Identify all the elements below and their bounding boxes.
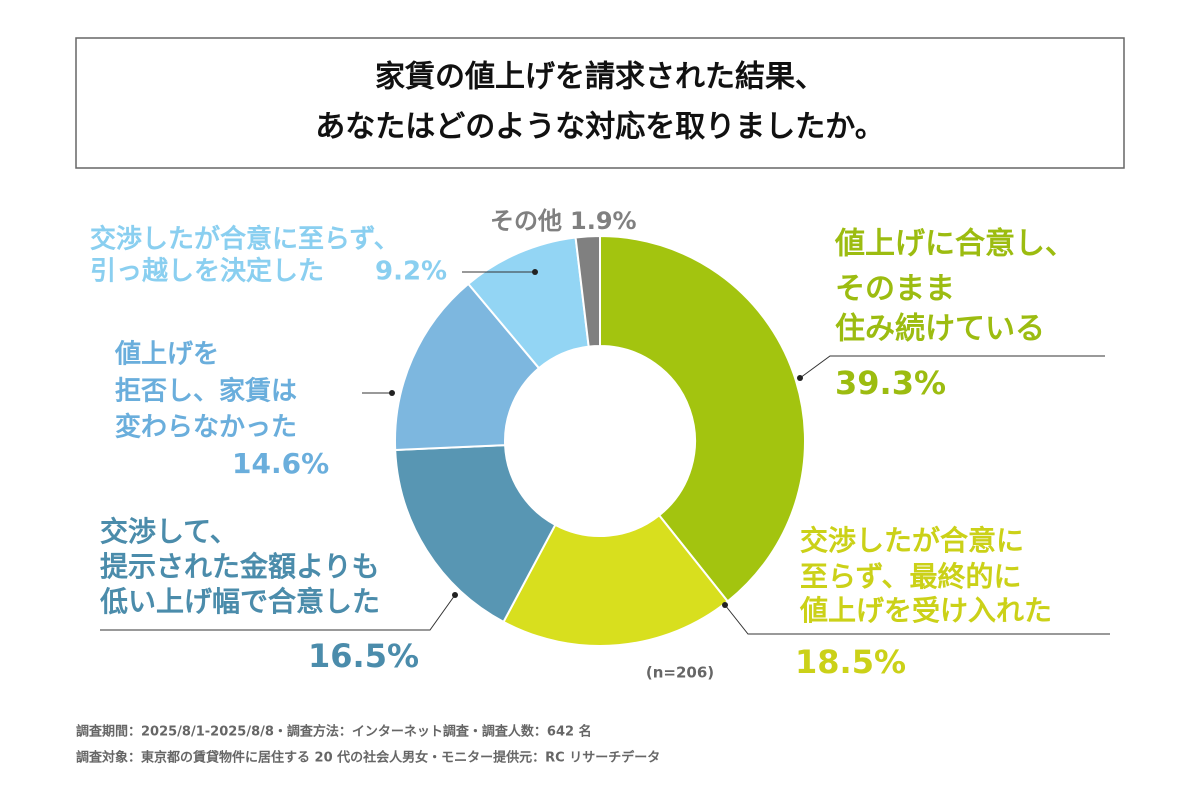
slice-label: 値上げに合意し、 bbox=[834, 227, 1075, 262]
slice-label: 住み続けている bbox=[835, 312, 1045, 347]
slice-label: 低い上げ幅で合意した bbox=[99, 585, 380, 618]
chart-title: 家賃の値上げを請求された結果、 bbox=[375, 60, 825, 95]
slice-label: 交渉したが合意に bbox=[800, 524, 1024, 557]
slice bbox=[574, 234, 601, 348]
slice bbox=[394, 444, 557, 624]
leader-line bbox=[799, 355, 1105, 379]
slice-label: 拒否し、家賃は bbox=[115, 376, 297, 407]
footnote: 調査対象：東京都の賃貸物件に居住する 20 代の社会人男女・モニター提供元：RC… bbox=[76, 750, 660, 766]
slice bbox=[599, 234, 806, 603]
value-label: 9.2% bbox=[375, 257, 447, 287]
footnote: 調査期間：2025/8/1-2025/8/8・調査方法：インターネット調査・調査… bbox=[76, 724, 592, 740]
value-label: 1.9% bbox=[570, 207, 637, 235]
slice-label: 交渉したが合意に至らず、 bbox=[90, 224, 400, 255]
leader-dot bbox=[722, 602, 728, 608]
leader-dot bbox=[452, 592, 458, 598]
slice-label: 交渉して、 bbox=[100, 515, 238, 548]
slice-label: 変わらなかった bbox=[115, 412, 297, 443]
leader-dot bbox=[532, 269, 538, 275]
value-label: 14.6% bbox=[232, 447, 329, 480]
chart-title: あなたはどのような対応を取りましたか。 bbox=[315, 110, 884, 145]
leader-dot bbox=[389, 390, 395, 396]
slice-label: 至らず、最終的に bbox=[800, 560, 1021, 593]
slice-label: その他 bbox=[490, 207, 562, 235]
leader-line bbox=[724, 604, 1110, 635]
slice bbox=[502, 513, 730, 647]
slice-label: 提示された金額よりも bbox=[100, 550, 379, 583]
value-label: 39.3% bbox=[835, 364, 946, 402]
slice-label: 値上げを bbox=[114, 340, 219, 370]
value-label: 18.5% bbox=[795, 643, 906, 681]
sample-note: (n=206) bbox=[646, 664, 714, 682]
leader-dot bbox=[797, 375, 803, 381]
title-box bbox=[75, 37, 1125, 169]
slice-label: 値上げを受け入れた bbox=[799, 594, 1052, 627]
slice-label: そのまま bbox=[835, 272, 955, 307]
slice-label: 引っ越しを決定した bbox=[90, 256, 324, 287]
leader-line bbox=[100, 594, 456, 631]
value-label: 16.5% bbox=[308, 637, 419, 675]
